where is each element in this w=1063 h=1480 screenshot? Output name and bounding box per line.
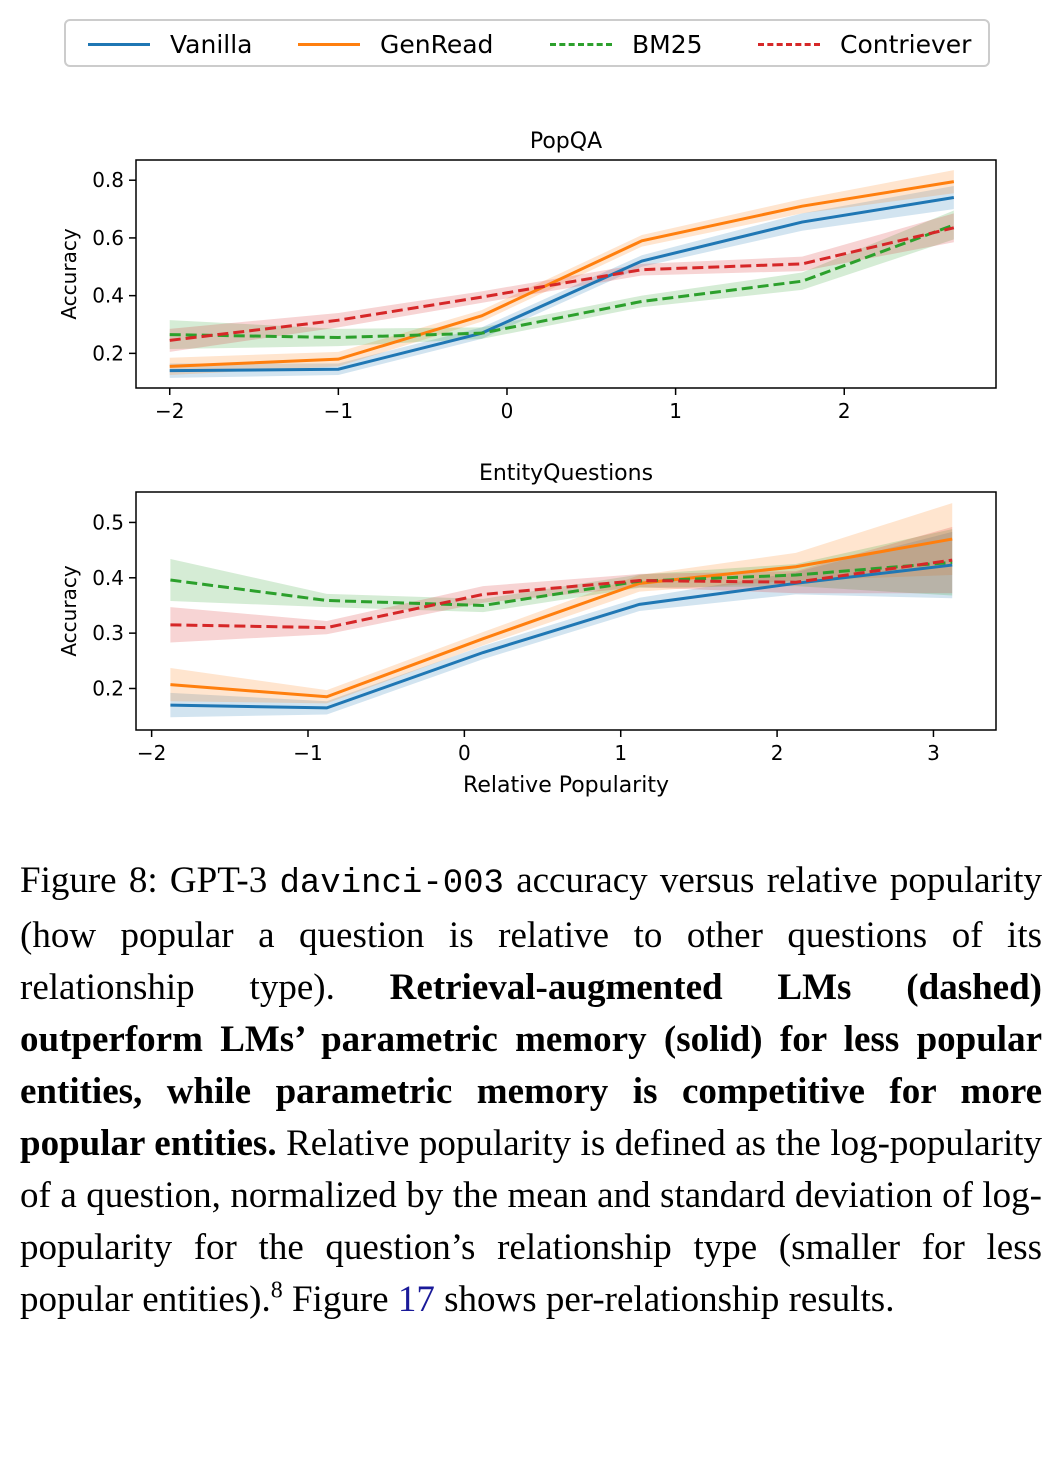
popqa-ytick-label: 0.2 [92, 341, 124, 365]
caption-text-3: Figure [282, 1279, 398, 1320]
legend-label-bm25: BM25 [632, 29, 703, 59]
legend-label-contriever: Contriever [840, 29, 972, 59]
popqa-ylabel: Accuracy [57, 228, 81, 319]
entityquestions-chart: EntityQuestions −2 −1 0 1 2 3 0.2 0.3 0.4 0.5 Accur… [57, 461, 997, 798]
popqa-title: PopQA [530, 129, 602, 154]
eq-line-bm25 [170, 560, 953, 607]
eq-line-vanilla [170, 563, 953, 710]
eq-xtick-label: 2 [771, 741, 784, 765]
popqa-chart: PopQA −2 −1 0 1 2 0.2 0.4 0.6 0.8 Accuracy [57, 129, 997, 423]
legend-swatch-vanilla [88, 42, 150, 46]
popqa-ytick-label: 0.4 [92, 284, 124, 308]
eq-band-genread [170, 503, 953, 704]
popqa-xtick-label: 2 [838, 399, 851, 423]
caption-text-2: Relative popularity is defined as the lo… [20, 1123, 1042, 1320]
eq-band-vanilla [170, 531, 953, 718]
caption-bold: Retrieval-augmented LMs (dashed) outperf… [20, 967, 1042, 1164]
legend-swatch-contriever [758, 42, 820, 46]
popqa-xtick-label: 1 [669, 399, 682, 423]
eq-xtick-label: −1 [293, 741, 322, 765]
popqa-axes-frame [135, 159, 997, 389]
legend-swatch-bm25 [550, 42, 612, 46]
legend: Vanilla GenRead BM25 Contriever [64, 19, 990, 67]
eq-xtick-label: 1 [614, 741, 627, 765]
legend-item-bm25: BM25 [550, 27, 703, 61]
eq-band-contriever [170, 526, 953, 643]
eq-band-bm25 [170, 529, 953, 613]
eq-ytick-label: 0.2 [92, 676, 124, 700]
eq-ylabel: Accuracy [57, 565, 81, 656]
eq-axes-frame [135, 491, 997, 731]
popqa-line-vanilla [169, 196, 955, 373]
eq-xlabel: Relative Popularity [463, 773, 669, 798]
popqa-line-bm25 [169, 223, 955, 339]
legend-label-genread: GenRead [380, 29, 494, 59]
eq-xtick-label: 3 [927, 741, 940, 765]
popqa-band-bm25 [169, 210, 954, 350]
eq-ytick-label: 0.3 [92, 621, 124, 645]
popqa-ytick-label: 0.6 [92, 226, 124, 250]
popqa-line-contriever [169, 226, 955, 342]
popqa-xtick-label: −1 [324, 399, 353, 423]
eq-line-contriever [170, 558, 953, 630]
legend-label-vanilla: Vanilla [170, 29, 253, 59]
popqa-band-contriever [169, 213, 954, 352]
legend-item-genread: GenRead [298, 27, 493, 61]
popqa-ytick-label: 0.8 [92, 168, 124, 192]
eq-xtick-label: −2 [137, 741, 166, 765]
legend-item-contriever: Contriever [758, 27, 971, 61]
caption-label: Figure 8: GPT-3 [20, 860, 280, 901]
figure-caption: Figure 8: GPT-3 davinci-003 accuracy ver… [20, 855, 1042, 1326]
caption-figure-ref[interactable]: 17 [397, 1279, 435, 1320]
legend-item-vanilla: Vanilla [88, 27, 252, 61]
eq-ytick-label: 0.5 [92, 510, 124, 534]
eq-xtick-label: 0 [458, 741, 471, 765]
caption-text-4: shows per-relationship results. [434, 1279, 895, 1320]
caption-model: davinci-003 [279, 865, 504, 903]
eq-title: EntityQuestions [479, 461, 653, 486]
caption-footnote[interactable]: 8 [270, 1277, 283, 1304]
popqa-xtick-label: 0 [501, 399, 514, 423]
eq-line-genread [170, 537, 953, 699]
eq-ytick-label: 0.4 [92, 566, 124, 590]
caption-text-1: accuracy versus relative popularity (how… [20, 860, 1042, 1008]
legend-swatch-genread [298, 42, 360, 46]
popqa-line-genread [169, 180, 955, 368]
popqa-xtick-label: −2 [155, 399, 184, 423]
